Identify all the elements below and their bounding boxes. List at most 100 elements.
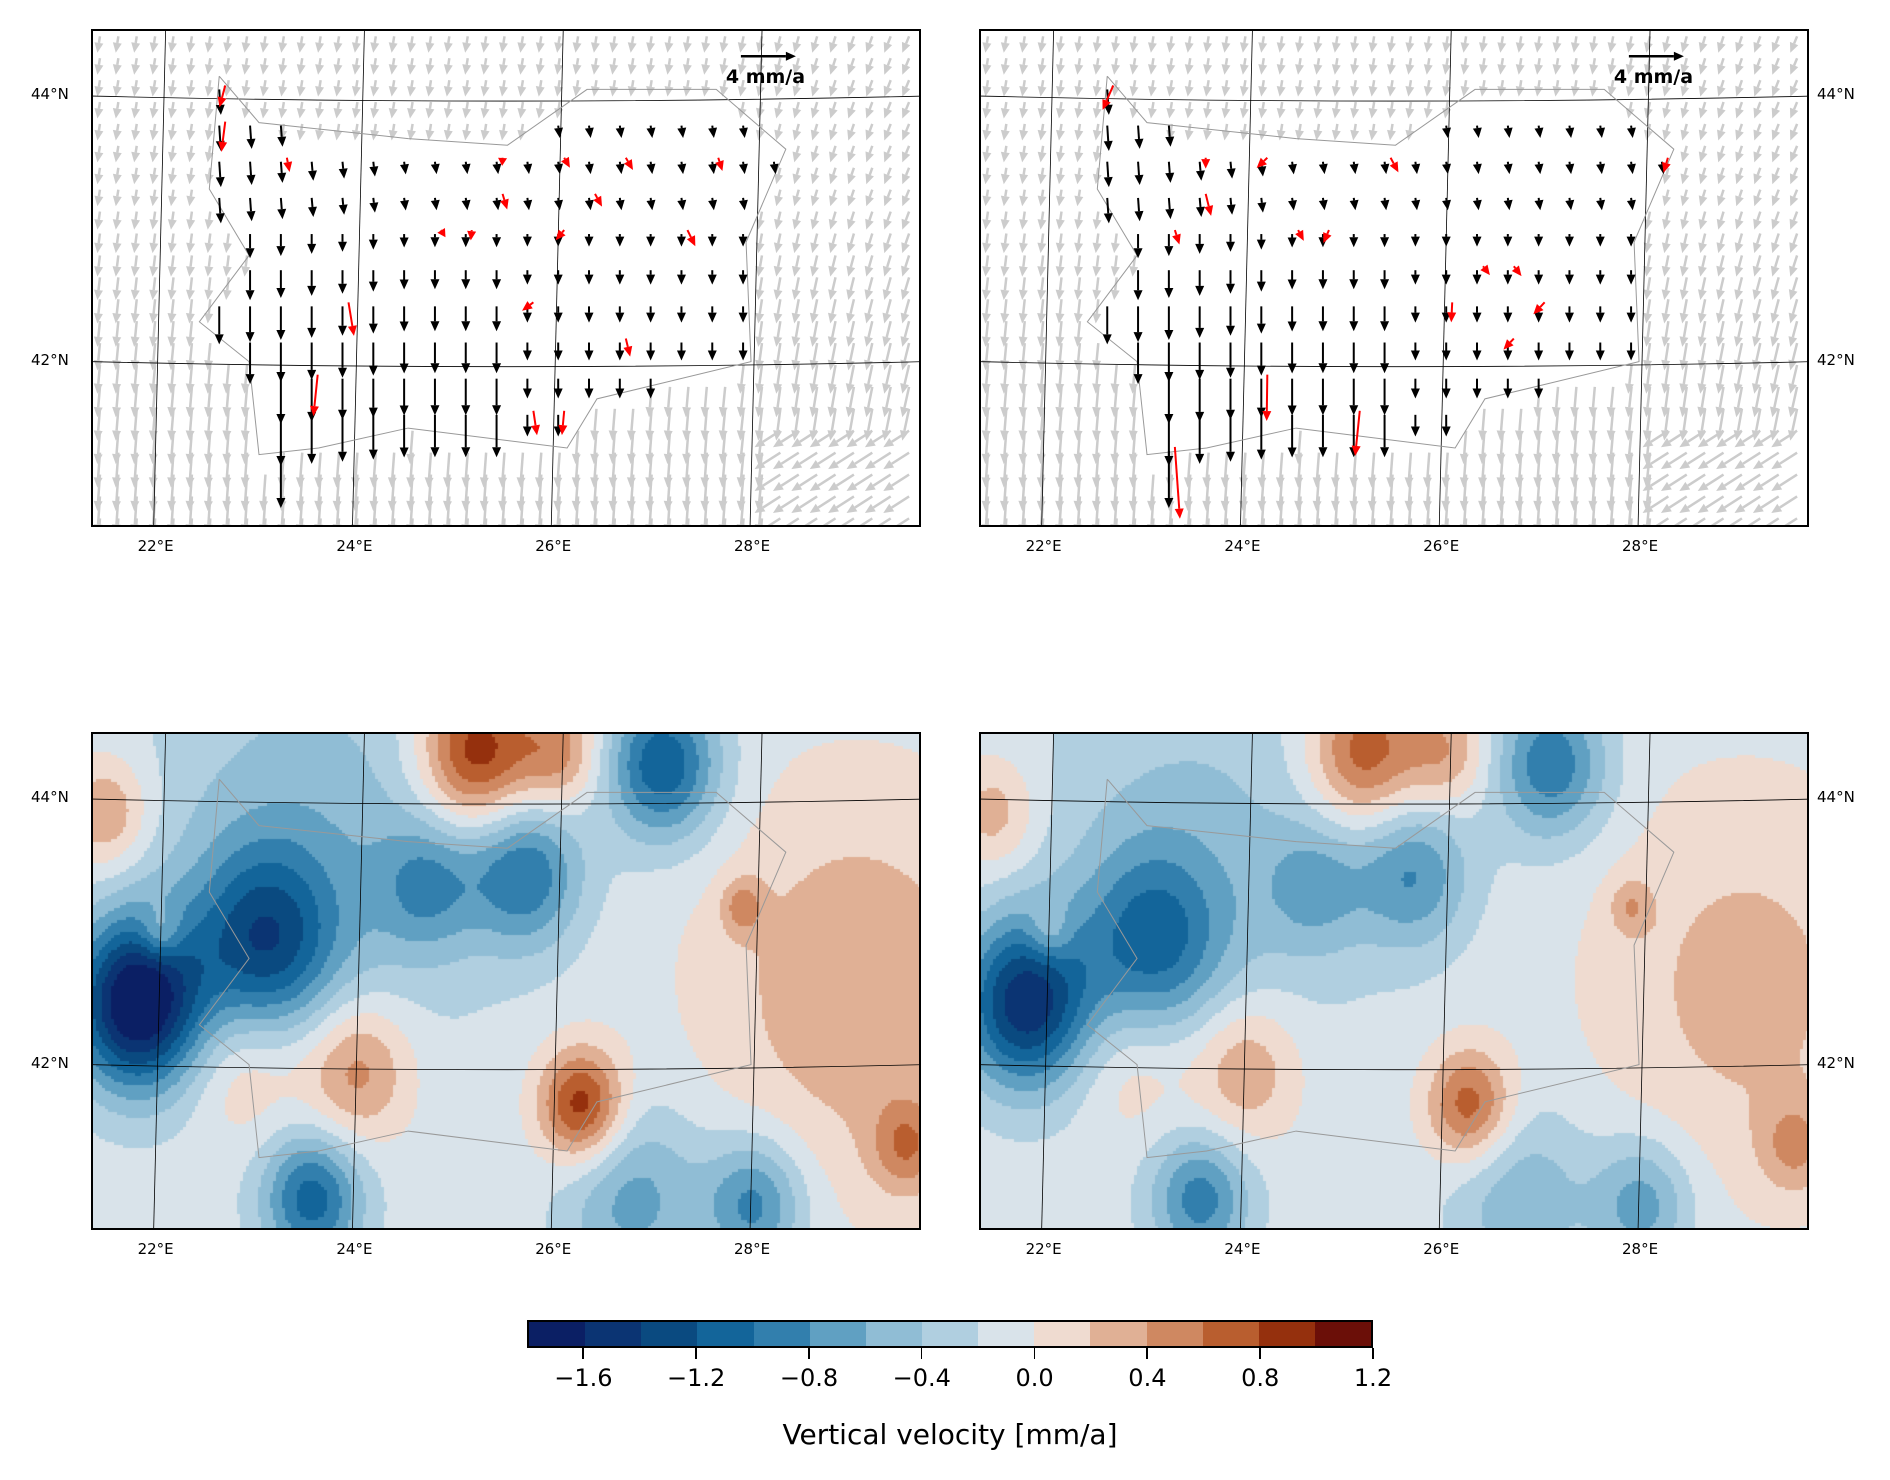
background-arrow [167, 277, 177, 301]
background-arrow [190, 518, 194, 525]
x-tick-label: 22°E [137, 1240, 174, 1258]
background-arrow [535, 79, 545, 97]
background-arrow [1698, 167, 1708, 185]
background-arrow [1552, 36, 1562, 53]
background-arrow [1037, 189, 1047, 207]
outlier-velocity-arrow [309, 374, 319, 417]
outlier-velocity-arrow [1503, 337, 1515, 350]
background-arrow [1074, 79, 1084, 97]
background-arrow [1769, 386, 1780, 418]
background-arrow [425, 79, 435, 97]
background-arrow [1771, 429, 1798, 448]
colorbar-segment [697, 1322, 754, 1346]
background-arrow [755, 320, 765, 347]
station-velocity-arrow [368, 270, 378, 292]
station-velocity-arrow [676, 270, 686, 285]
background-arrow [167, 299, 177, 324]
background-arrow [828, 451, 855, 470]
y-tick-label: 42°N [1817, 350, 1855, 369]
background-arrow [1606, 386, 1616, 418]
background-arrow [186, 255, 196, 277]
background-arrow [1643, 364, 1652, 394]
station-velocity-arrow [1534, 378, 1544, 399]
background-arrow [809, 342, 819, 371]
x-tick-label: 26°E [535, 537, 572, 555]
background-arrow [1055, 342, 1065, 371]
background-arrow [370, 123, 380, 141]
background-arrow [1642, 473, 1670, 492]
background-arrow [1056, 189, 1065, 207]
station-velocity-arrow [1288, 197, 1297, 211]
background-arrow [314, 452, 324, 488]
background-arrow [315, 58, 325, 75]
station-velocity-arrow [307, 342, 317, 380]
background-arrow [865, 189, 874, 207]
background-arrow [1460, 58, 1470, 75]
background-arrow [1170, 518, 1174, 525]
colorbar-segment [1202, 1322, 1259, 1346]
background-arrow [1239, 79, 1249, 97]
background-arrow [318, 518, 322, 525]
background-arrow [774, 57, 784, 75]
background-arrow [112, 255, 122, 277]
station-velocity-arrow [1565, 125, 1575, 138]
background-arrow [1350, 101, 1360, 119]
background-arrow [847, 145, 856, 163]
station-velocity-arrow [1441, 342, 1451, 361]
background-arrow [149, 255, 159, 277]
background-arrow [1770, 298, 1780, 324]
station-velocity-arrow [215, 161, 225, 188]
background-arrow [1055, 277, 1065, 301]
background-arrow [791, 342, 801, 371]
background-arrow [1202, 452, 1212, 488]
background-arrow [1460, 79, 1470, 97]
background-arrow [337, 518, 341, 525]
background-arrow [865, 101, 874, 119]
background-arrow [1770, 320, 1780, 347]
background-arrow [185, 342, 195, 371]
station-velocity-arrow [1564, 342, 1574, 361]
background-arrow [1715, 298, 1725, 324]
background-arrow [112, 58, 122, 75]
station-velocity-arrow [584, 125, 594, 138]
background-arrow [1478, 408, 1488, 441]
station-velocity-arrow [1410, 234, 1420, 247]
background-arrow [701, 36, 711, 53]
background-arrow [1074, 36, 1084, 53]
background-arrow [1607, 36, 1617, 53]
colorbar-tick-label: −0.4 [892, 1364, 951, 1392]
station-velocity-arrow [337, 234, 347, 252]
background-arrow [754, 495, 782, 513]
background-arrow [1752, 277, 1762, 301]
background-arrow [1037, 233, 1047, 254]
station-velocity-arrow [1565, 197, 1575, 211]
background-arrow [772, 495, 800, 513]
station-velocity-arrow [430, 306, 440, 332]
country-border [1086, 778, 1675, 1159]
background-arrow [351, 101, 361, 119]
background-arrow [1018, 364, 1028, 394]
background-arrow [828, 277, 837, 301]
background-arrow [754, 473, 782, 492]
background-arrow [901, 35, 911, 53]
station-velocity-arrow [1164, 306, 1174, 341]
background-arrow [1661, 342, 1671, 371]
station-velocity-arrow [1626, 342, 1636, 361]
station-velocity-arrow [1503, 378, 1513, 399]
station-velocity-arrow [1534, 161, 1544, 175]
background-arrow [94, 189, 104, 207]
station-velocity-arrow [399, 414, 409, 458]
background-arrow [1501, 518, 1505, 525]
background-arrow [1092, 101, 1102, 119]
background-arrow [1734, 451, 1761, 470]
background-arrow [882, 255, 892, 277]
background-arrow [986, 518, 990, 525]
background-arrow [572, 58, 582, 75]
station-velocity-arrow [1503, 270, 1513, 285]
background-arrow [791, 320, 801, 347]
background-arrow [93, 321, 103, 347]
background-arrow [333, 101, 343, 119]
station-velocity-arrow [277, 161, 287, 183]
background-arrow [810, 35, 820, 53]
background-arrow [755, 277, 765, 301]
